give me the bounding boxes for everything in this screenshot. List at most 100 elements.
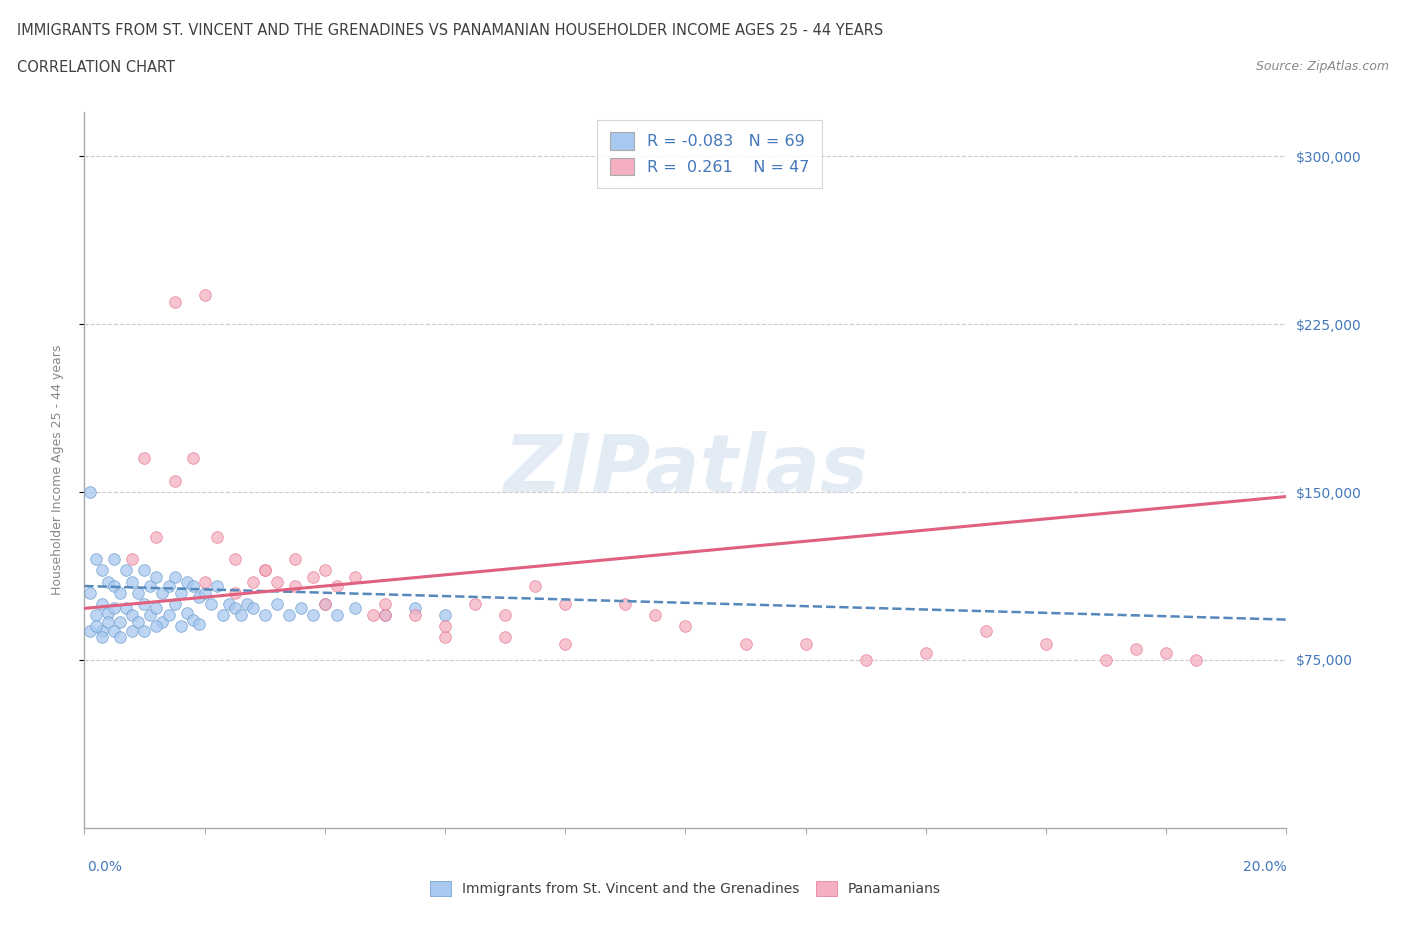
Point <box>290 601 312 616</box>
Point <box>1185 653 1208 668</box>
Point <box>314 563 336 578</box>
Point <box>121 574 143 589</box>
Point <box>145 618 167 633</box>
Point <box>211 607 233 622</box>
Point <box>181 451 204 466</box>
Point <box>434 607 457 622</box>
Point <box>343 601 366 616</box>
Point <box>103 601 125 616</box>
Point <box>169 618 191 633</box>
Point <box>139 578 162 593</box>
Point <box>169 585 191 600</box>
Point <box>145 569 167 585</box>
Point <box>644 607 666 622</box>
Text: IMMIGRANTS FROM ST. VINCENT AND THE GRENADINES VS PANAMANIAN HOUSEHOLDER INCOME : IMMIGRANTS FROM ST. VINCENT AND THE GREN… <box>17 23 883 38</box>
Point <box>103 551 125 566</box>
Point <box>91 623 114 638</box>
Point <box>242 601 264 616</box>
Point <box>79 485 101 499</box>
Point <box>86 618 108 633</box>
Point <box>97 605 120 620</box>
Point <box>121 623 143 638</box>
Point <box>343 569 366 585</box>
Point <box>145 529 167 544</box>
Point <box>110 585 132 600</box>
Point <box>675 618 697 633</box>
Point <box>194 574 217 589</box>
Point <box>157 607 180 622</box>
Point <box>181 612 204 627</box>
Point <box>187 590 209 604</box>
Point <box>134 563 156 578</box>
Legend: Immigrants from St. Vincent and the Grenadines, Panamanians: Immigrants from St. Vincent and the Gren… <box>423 874 948 903</box>
Point <box>404 607 426 622</box>
Point <box>554 637 576 652</box>
Point <box>145 601 167 616</box>
Text: CORRELATION CHART: CORRELATION CHART <box>17 60 174 75</box>
Point <box>361 607 384 622</box>
Point <box>266 596 288 611</box>
Text: 20.0%: 20.0% <box>1243 860 1286 874</box>
Point <box>121 607 143 622</box>
Point <box>134 596 156 611</box>
Point <box>79 585 101 600</box>
Point <box>554 596 576 611</box>
Point <box>134 623 156 638</box>
Point <box>110 630 132 644</box>
Point <box>253 607 276 622</box>
Point <box>163 473 186 488</box>
Y-axis label: Householder Income Ages 25 - 44 years: Householder Income Ages 25 - 44 years <box>51 344 63 595</box>
Point <box>224 551 246 566</box>
Point <box>242 574 264 589</box>
Point <box>91 630 114 644</box>
Point <box>127 615 149 630</box>
Point <box>404 601 426 616</box>
Point <box>200 596 222 611</box>
Point <box>134 451 156 466</box>
Point <box>187 617 209 631</box>
Point <box>97 615 120 630</box>
Point <box>277 607 299 622</box>
Point <box>176 605 198 620</box>
Point <box>163 569 186 585</box>
Text: 0.0%: 0.0% <box>87 860 122 874</box>
Point <box>734 637 756 652</box>
Point <box>266 574 288 589</box>
Point <box>205 578 228 593</box>
Point <box>855 653 877 668</box>
Point <box>314 596 336 611</box>
Point <box>127 585 149 600</box>
Point <box>218 596 240 611</box>
Point <box>79 623 101 638</box>
Point <box>326 578 349 593</box>
Point <box>91 596 114 611</box>
Point <box>86 607 108 622</box>
Point <box>103 578 125 593</box>
Point <box>194 585 217 600</box>
Text: ZIPatlas: ZIPatlas <box>503 431 868 509</box>
Point <box>1095 653 1118 668</box>
Point <box>163 295 186 310</box>
Point <box>1125 642 1147 657</box>
Point <box>139 607 162 622</box>
Point <box>205 529 228 544</box>
Point <box>176 574 198 589</box>
Point <box>163 596 186 611</box>
Point <box>103 623 125 638</box>
Text: Source: ZipAtlas.com: Source: ZipAtlas.com <box>1256 60 1389 73</box>
Point <box>224 601 246 616</box>
Point <box>915 645 938 660</box>
Point <box>434 618 457 633</box>
Point <box>974 623 997 638</box>
Point <box>97 574 120 589</box>
Point <box>157 578 180 593</box>
Point <box>91 563 114 578</box>
Point <box>524 578 547 593</box>
Point <box>253 563 276 578</box>
Point <box>115 563 138 578</box>
Point <box>235 596 257 611</box>
Point <box>284 551 307 566</box>
Point <box>284 578 307 593</box>
Point <box>194 287 217 302</box>
Point <box>229 607 252 622</box>
